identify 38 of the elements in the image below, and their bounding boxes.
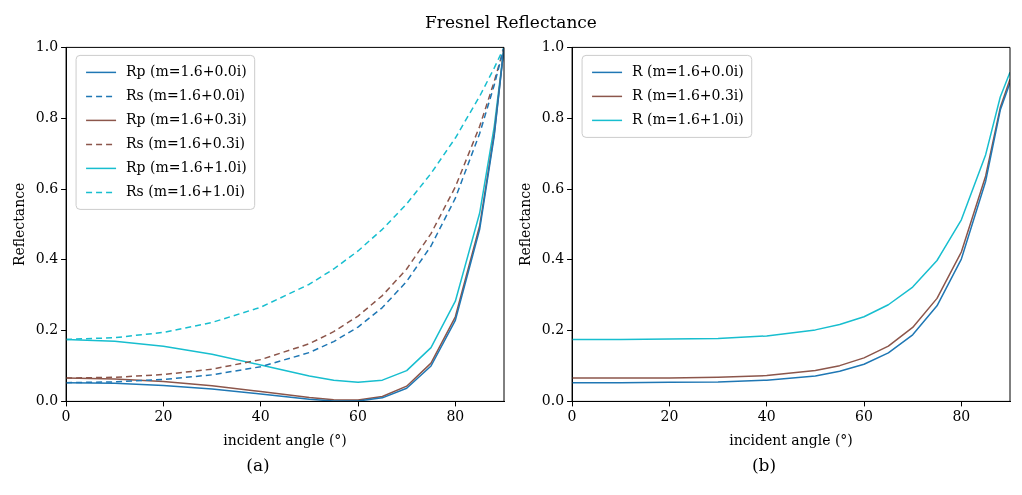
y-tick-label: 1.0 xyxy=(35,38,59,55)
text: (a) xyxy=(246,454,270,476)
legend-label: Rp (m=1.6+0.3i) xyxy=(126,111,247,128)
y-tick-label: 0.2 xyxy=(35,321,59,338)
y-tick-label: 0.4 xyxy=(541,250,565,267)
x-tick-label: 60 xyxy=(349,408,367,425)
legend-label: R (m=1.6+1.0i) xyxy=(632,111,744,128)
y-axis-title: Reflectance xyxy=(11,182,28,267)
y-tick-label: 0.4 xyxy=(35,250,59,267)
y-tick-label: 0.6 xyxy=(541,179,565,196)
legend-label: R (m=1.6+0.3i) xyxy=(632,87,744,104)
x-tick-label: 20 xyxy=(660,408,679,425)
y-tick-label: 0.6 xyxy=(35,179,59,196)
legend-label: Rs (m=1.6+0.0i) xyxy=(126,87,245,104)
text: (b) xyxy=(751,454,777,476)
x-tick-label: 20 xyxy=(154,408,173,425)
y-tick-label: 0.0 xyxy=(541,392,565,409)
y-tick-label: 1.0 xyxy=(541,38,565,55)
x-tick-label: 0 xyxy=(61,408,71,425)
x-tick-label: 0 xyxy=(567,408,577,425)
legend-label: Rp (m=1.6+1.0i) xyxy=(126,159,247,176)
y-axis-title: Reflectance xyxy=(517,182,534,267)
x-tick-label: 80 xyxy=(446,408,465,425)
x-tick-label: 80 xyxy=(952,408,971,425)
y-tick-label: 0.0 xyxy=(35,392,59,409)
x-axis-title: incident angle (°) xyxy=(729,432,853,449)
x-tick-label: 40 xyxy=(251,408,270,425)
x-tick-label: 60 xyxy=(855,408,873,425)
legend-label: R (m=1.6+0.0i) xyxy=(632,63,744,80)
legend-label: Rp (m=1.6+0.0i) xyxy=(126,63,247,80)
y-tick-label: 0.2 xyxy=(541,321,565,338)
y-tick-label: 0.8 xyxy=(541,108,565,125)
x-axis-title: incident angle (°) xyxy=(223,432,347,449)
y-tick-label: 0.8 xyxy=(35,108,59,125)
legend-label: Rs (m=1.6+1.0i) xyxy=(126,183,245,200)
chart-title: Fresnel Reflectance xyxy=(424,11,598,34)
legend-label: Rs (m=1.6+0.3i) xyxy=(126,135,245,152)
x-tick-label: 40 xyxy=(757,408,776,425)
